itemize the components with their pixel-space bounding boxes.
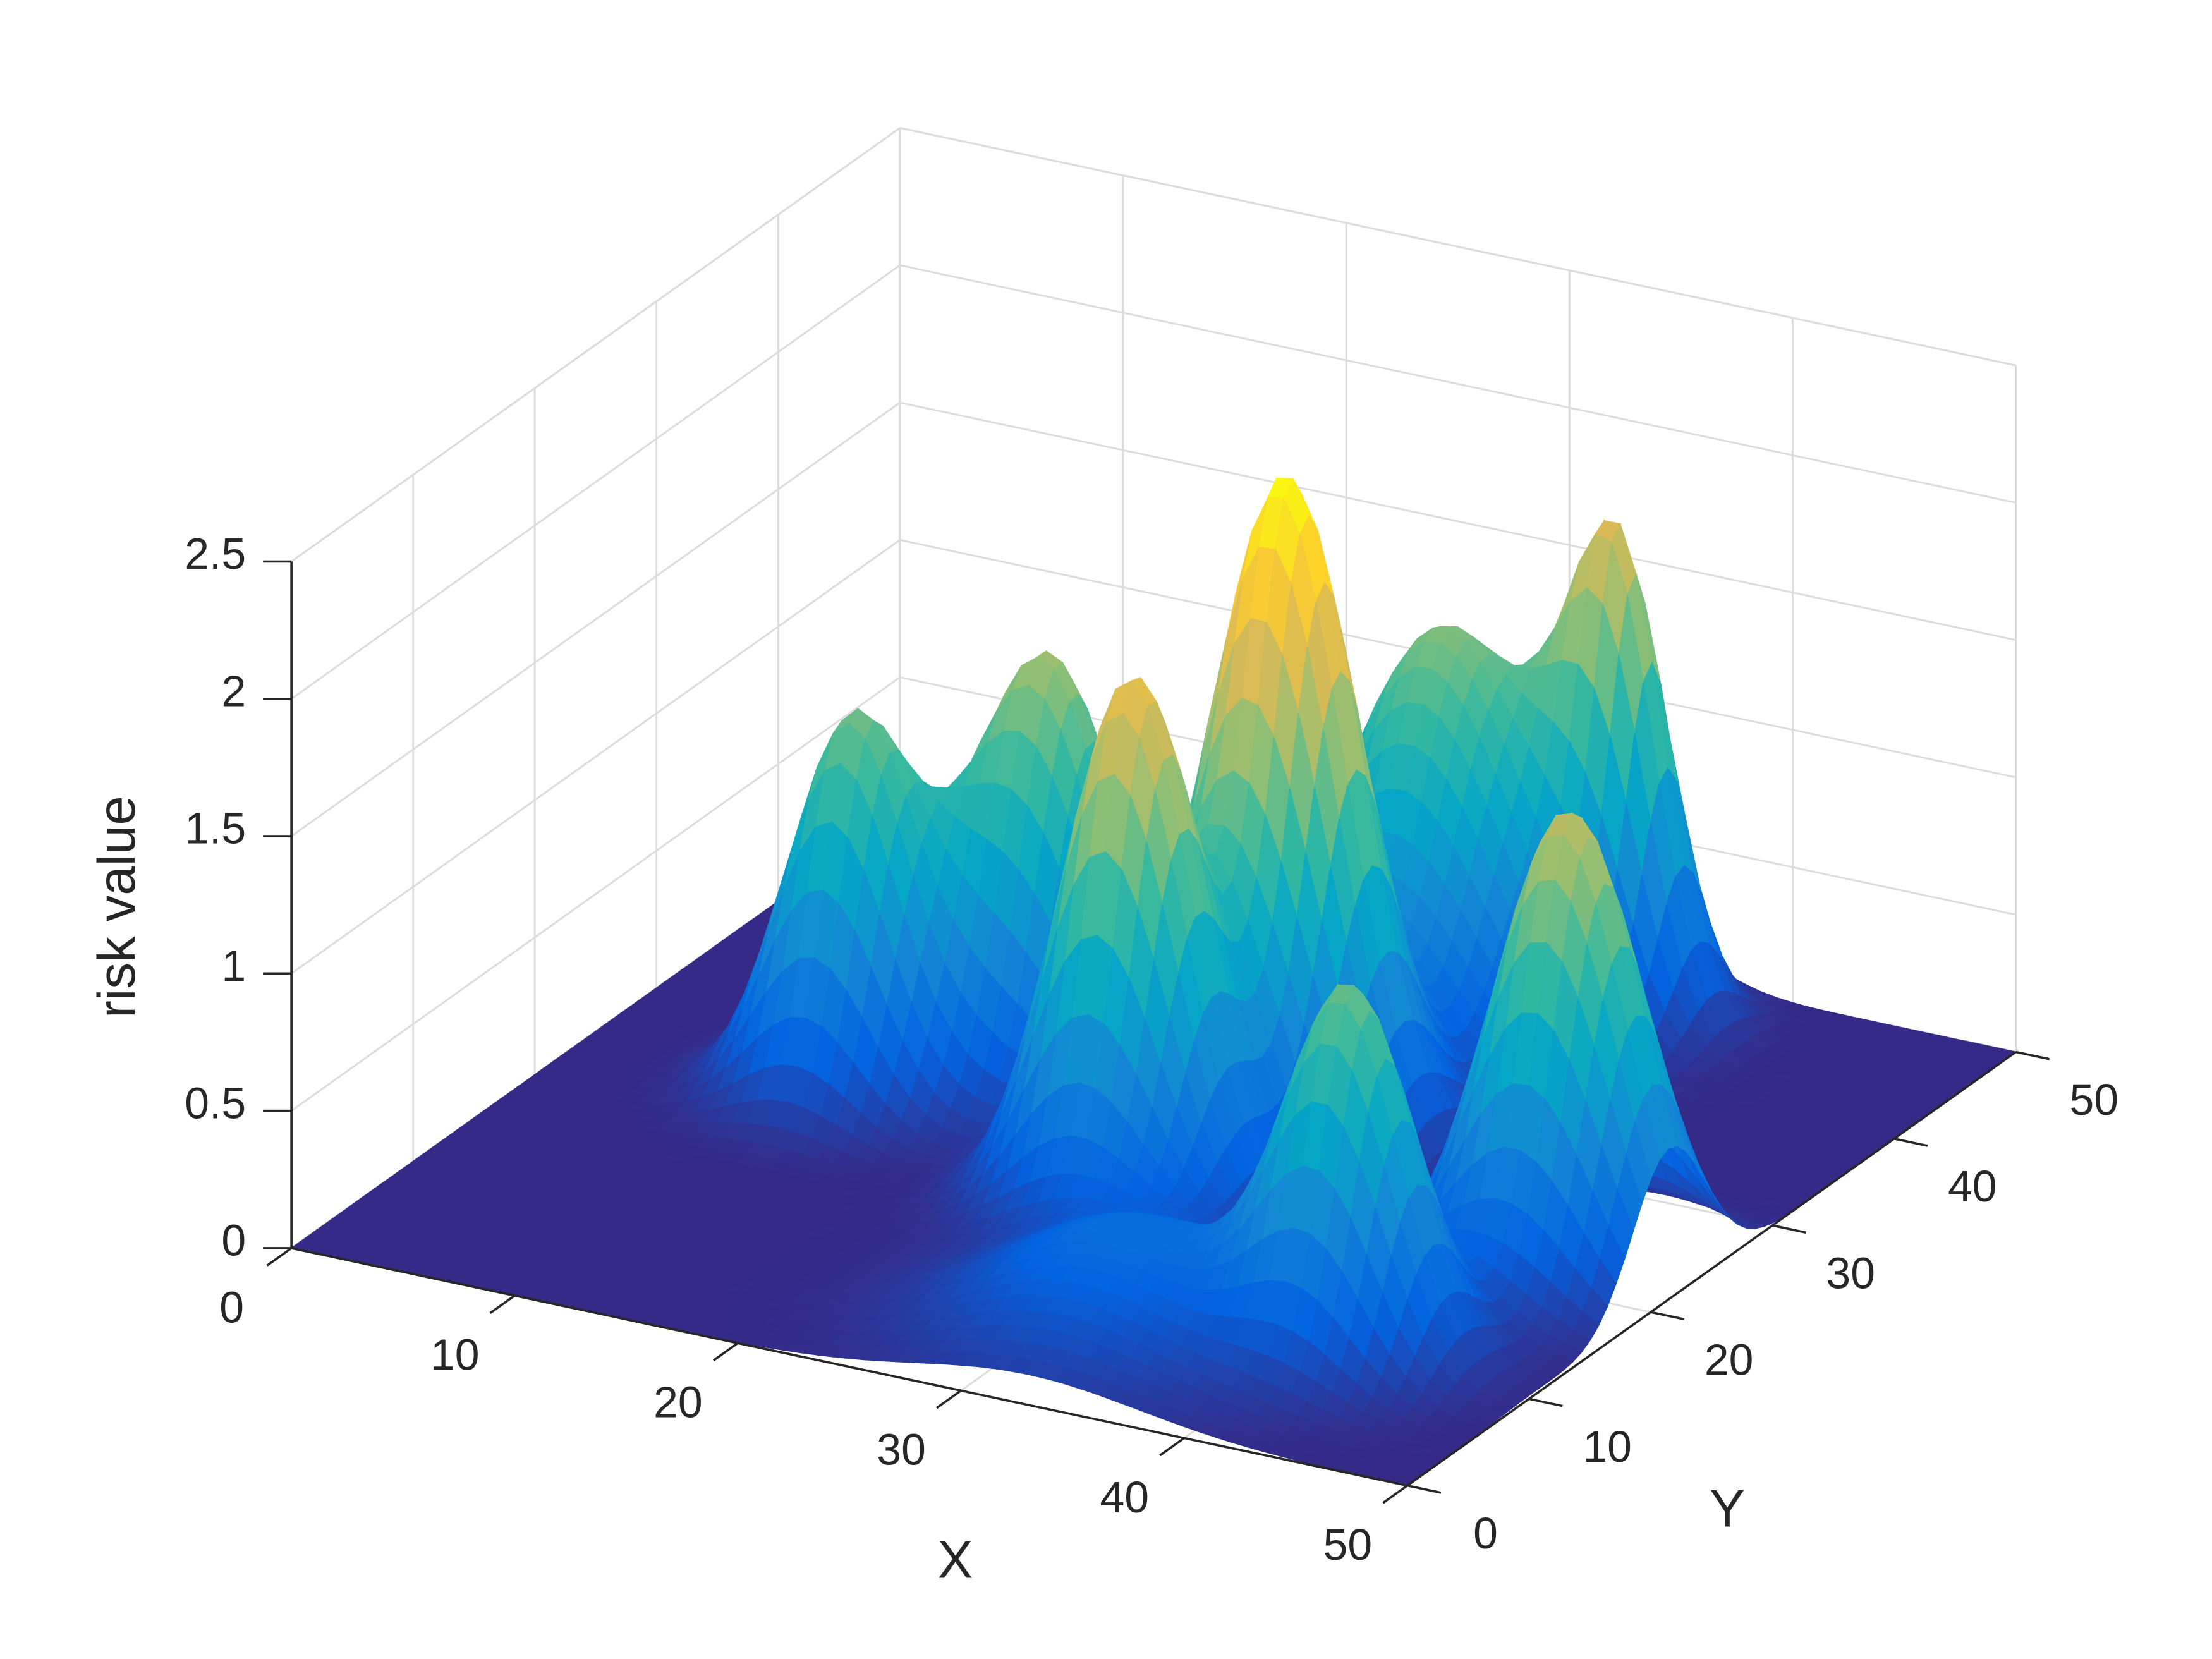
x-tick <box>266 1247 293 1267</box>
z-tick-label: 1 <box>221 941 246 990</box>
x-tick <box>1382 1485 1408 1504</box>
z-tick-label: 0.5 <box>185 1078 246 1127</box>
x-tick-label: 30 <box>877 1425 926 1474</box>
z-axis-label: risk value <box>87 796 146 1018</box>
grid-line <box>291 127 901 562</box>
x-tick <box>489 1294 516 1314</box>
y-tick-label: 20 <box>1705 1335 1754 1385</box>
x-tick-label: 50 <box>1323 1520 1373 1569</box>
y-tick <box>1772 1224 1806 1234</box>
y-tick-label: 10 <box>1583 1422 1632 1471</box>
x-axis-label: X <box>938 1530 973 1589</box>
y-tick-label: 40 <box>1948 1162 1997 1211</box>
x-tick <box>936 1389 962 1409</box>
x-tick-label: 40 <box>1100 1473 1149 1522</box>
x-tick-label: 10 <box>430 1330 480 1379</box>
y-tick <box>1529 1397 1563 1407</box>
grid-line <box>291 401 901 837</box>
x-tick <box>1159 1437 1185 1457</box>
y-tick <box>1650 1311 1685 1321</box>
surface <box>289 477 2017 1486</box>
grid-line <box>291 539 901 975</box>
grid-line <box>899 264 2016 504</box>
y-tick <box>1407 1484 1442 1494</box>
x-tick-label: 20 <box>653 1378 703 1427</box>
x-tick <box>712 1342 739 1362</box>
grid-line <box>291 264 901 700</box>
z-tick-label: 2.5 <box>185 529 246 578</box>
y-tick <box>1893 1137 1928 1147</box>
y-tick-label: 30 <box>1826 1248 1875 1297</box>
z-tick-label: 0 <box>221 1216 246 1265</box>
y-axis-label: Y <box>1710 1479 1745 1538</box>
z-tick-label: 2 <box>221 666 246 715</box>
grid-line <box>899 401 2016 641</box>
y-tick-label: 0 <box>1473 1509 1498 1558</box>
grid-line <box>291 676 901 1112</box>
y-tick <box>2015 1050 2050 1060</box>
x-tick-label: 0 <box>219 1282 244 1332</box>
grid-line <box>899 127 2016 367</box>
z-tick-label: 1.5 <box>185 804 246 853</box>
y-tick-label: 50 <box>2070 1075 2119 1124</box>
